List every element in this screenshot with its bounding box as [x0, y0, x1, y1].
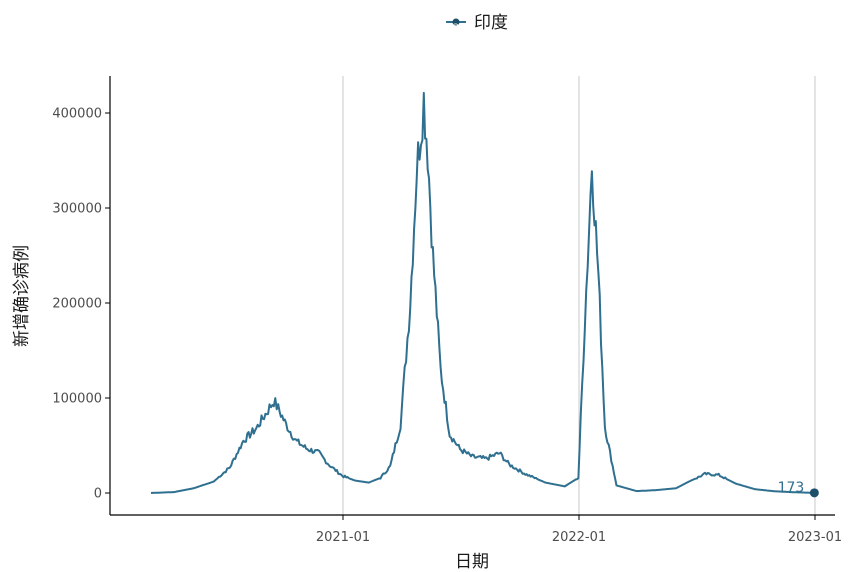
legend-key-marker: a	[453, 21, 459, 32]
legend-label: 印度	[474, 13, 508, 33]
x-tick-label: 2023-01	[788, 530, 842, 545]
series-line	[150, 91, 815, 494]
y-axis-title: 新增确诊病例	[12, 245, 32, 347]
series-end-point	[809, 488, 819, 498]
y-tick-label: 100000	[52, 392, 102, 407]
x-tick-label: 2021-01	[316, 530, 370, 545]
x-ticks: 2021-01 2022-01 2023-01	[316, 515, 842, 545]
y-tick-label: 300000	[52, 202, 102, 217]
legend-key-point	[452, 18, 460, 26]
y-tick-label: 200000	[52, 297, 102, 312]
legend: a 印度	[446, 13, 508, 33]
end-value-label: 173	[778, 480, 805, 496]
y-ticks: 0 100000 200000 300000 400000	[52, 107, 110, 502]
y-tick-label: 0	[94, 487, 102, 502]
series-layer: 173	[150, 91, 819, 498]
x-axis-title: 日期	[455, 552, 489, 572]
x-tick-label: 2022-01	[552, 530, 606, 545]
y-tick-label: 400000	[52, 107, 102, 122]
